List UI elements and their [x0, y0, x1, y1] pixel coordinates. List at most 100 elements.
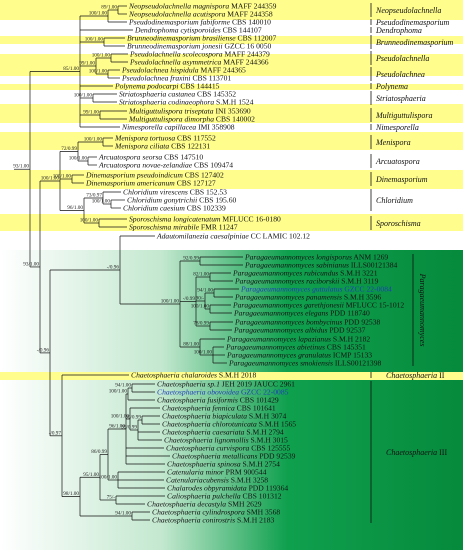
taxon-label: Menispora ciliata CBS 122131	[114, 142, 210, 151]
taxon-label: Pseudolachnella scolecospora MAFF 244379	[129, 50, 270, 59]
support-value: 88/1.00	[183, 342, 199, 348]
support-value: -/0.97	[49, 430, 62, 436]
support-value: 92/0.99	[183, 256, 199, 262]
taxon-label: Chaetosphaeria decastyla SMH 2629	[147, 500, 262, 509]
clade-band	[0, 0, 463, 20]
support-value: 89/1.00	[101, 5, 117, 11]
support-value: 100/1.00	[194, 350, 213, 356]
clade-band	[0, 20, 463, 36]
clade-label: Dendrophoma	[375, 26, 422, 35]
support-value: 93/1.00	[13, 164, 29, 170]
taxon-label: Striatosphaeria castanea CBS 145352	[119, 90, 236, 99]
taxon-label: Dinemasporium americanum CBS 127127	[85, 179, 216, 188]
clade-label: Sporoschisma	[376, 219, 421, 228]
clade-label: Polynema	[375, 82, 408, 91]
support-value: 96/1.00	[67, 205, 83, 211]
clade-label: Pseudolachnella	[375, 54, 429, 63]
clade-label: Brunneodinemasporium	[376, 38, 454, 47]
taxon-label: Nimesporella capillacea IMI 358908	[121, 123, 235, 132]
support-value: -/0.99	[183, 296, 196, 302]
clade-label: Pseudodinemasporium	[375, 18, 450, 27]
support-value: 82/1.00	[193, 272, 209, 278]
support-value: 100/1.00	[92, 53, 111, 59]
support-value: 100/1.00	[99, 475, 118, 481]
taxon-label: Pseudolachnea fraxini CBS 113701	[121, 74, 231, 83]
taxon-label: Paragaeumannomyces lapazianus S.M.H 2182	[226, 335, 370, 344]
support-value: 100/1.00	[80, 218, 99, 224]
support-value: 100/1.00	[109, 389, 128, 395]
taxon-label: Paragaeumannomyces abietinus CBS 145351	[225, 343, 366, 352]
taxon-label: Brunneodinemasporium brasiliense CBS 112…	[127, 34, 276, 43]
taxon-label: Chaetosphaeria fennica CBS 101641	[162, 404, 276, 413]
taxon-label: Chaetosphaeria obovoidea GZCC 22-0085	[157, 388, 289, 397]
tree-branches	[14, 5, 243, 521]
clade-band	[0, 90, 463, 104]
support-value: 78/0.99	[193, 321, 209, 327]
taxon-label: Chaetosphaeria curvispora CBS 125555	[166, 444, 290, 453]
taxon-label: Paragaeumannomyces albidus PDD 92537	[233, 326, 366, 335]
taxon-label: Adautomilanezia caesalpiniae CC LAMIC 10…	[156, 232, 310, 241]
clade-band	[0, 380, 463, 550]
taxon-label: Chalarodes obpyramidata PDD 119364	[167, 484, 288, 493]
clade-labels: Neopseudolachnella PseudodinemasporiumDen…	[370, 3, 454, 523]
taxon-label: Sporoschisma longicatenatum MFLUCC 16-01…	[129, 215, 281, 224]
taxon-label: Chaetosphaeria sp.1 JEH 2019 JAUCC 2961	[157, 380, 295, 389]
clade-label: Menispora	[375, 138, 411, 147]
support-value: 93/1.00	[23, 261, 39, 267]
support-value: 86/0.99	[91, 449, 107, 455]
taxon-label: Chaetosphaeria biapiculata S.M.H 3074	[162, 412, 286, 421]
clade-label: Striatosphaeria	[376, 94, 426, 103]
clade-label: Pseudolachnea	[375, 70, 425, 79]
clade-band	[0, 76, 463, 84]
clade-band	[0, 189, 463, 214]
taxon-label: Chaetosphaeria caesariata S.M.H 2794	[162, 428, 284, 437]
support-value: 100/1.00	[92, 199, 111, 205]
support-value: 98/1.00	[63, 491, 79, 497]
support-value: 100/1.00	[111, 414, 130, 420]
taxon-label: Paragaeumannomyces granulatus ICMP 15133	[226, 351, 372, 360]
taxon-label: Menispora tortuosa CBS 117552	[114, 134, 216, 143]
clade-band	[0, 54, 463, 76]
taxon-label: Pseudolachnea hispidula MAFF 244365	[121, 66, 246, 75]
clade-band	[0, 84, 463, 90]
support-value: 100/1.00	[84, 137, 103, 143]
clade-band	[0, 104, 463, 123]
taxon-label: Paragaeumannomyces smokiensis ILLS001213…	[228, 359, 381, 368]
support-value: 100/1.00	[85, 37, 104, 43]
support-value: 99/1.00	[79, 61, 95, 67]
support-value: 90/0.99	[125, 415, 141, 421]
clade-band	[0, 372, 463, 380]
taxon-label: Chaetosphaeria conirostris S.M.H 2183	[152, 516, 274, 525]
clade-label: Multiguttulispora	[375, 111, 432, 120]
taxon-label: Dendrophoma cytisporoides CBS 144107	[134, 26, 262, 35]
support-value: 100/1.00	[53, 174, 72, 180]
support-value: 75/-	[107, 495, 116, 501]
taxon-label: Polynema podocarpi CBS 144415	[114, 82, 220, 91]
taxon-label: Multiguttulispora dimorpha CBS 140002	[128, 115, 255, 124]
support-value: 100/1.00	[69, 156, 88, 162]
taxon-labels: Neopseudolachnella magnispora MAFF 24435…	[85, 2, 404, 525]
support-value: 99/1.00	[83, 110, 99, 116]
support-value: 99/0.99	[121, 425, 137, 431]
clade-label: Nimesporella	[375, 123, 419, 132]
clade-band	[0, 150, 463, 170]
taxon-label: Paragaeumannomyces bombycinus PDD 92538	[234, 318, 381, 327]
taxon-label: Chloridium caesium CBS 102339	[123, 204, 226, 213]
taxon-label: Chaetosphaeria chlorotunicata S.M.H 1565	[162, 420, 296, 429]
taxon-label: Arcuatospora seorsa CBS 147510	[98, 153, 203, 162]
clade-label: Arcuatospora	[375, 157, 420, 166]
taxon-label: Pseudolachnella asymmetrica MAFF 244366	[129, 58, 269, 67]
support-value: 100/1.00	[74, 93, 93, 99]
support-value: 96/1.00	[109, 424, 125, 430]
support-value: 73/0.97	[86, 193, 102, 199]
support-value: 94/1.00	[115, 383, 131, 389]
taxon-label: Chaetosphaeria chalaroides S.M.H 2018	[131, 371, 256, 380]
taxon-label: Paragaeumannomyces elegans PDD 118740	[233, 309, 370, 318]
taxon-label: Arcuatospora novae-zelandiae CBS 109474	[98, 161, 233, 170]
taxon-label: Catenulariacubensis S.M.H 3258	[166, 476, 268, 485]
taxon-label: Chloridium virescens CBS 152.53	[123, 188, 227, 197]
support-value: 94/1.00	[197, 288, 213, 294]
support-value: 100/1.00	[89, 69, 108, 75]
